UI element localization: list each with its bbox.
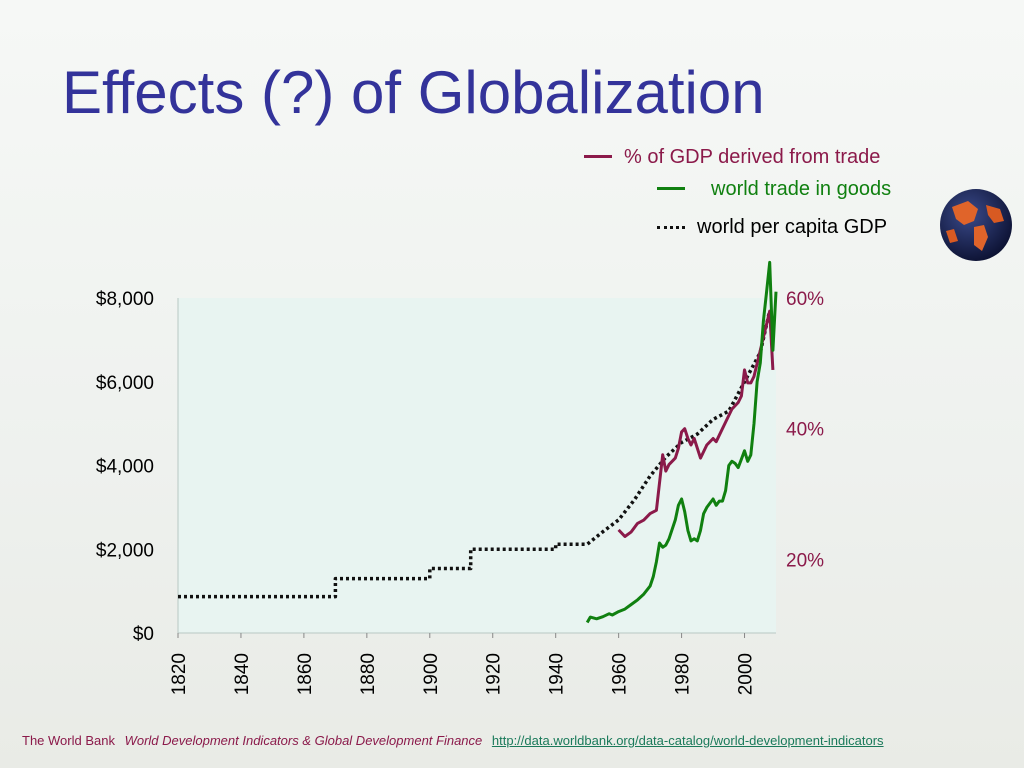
x-tick-label: 1860: [295, 653, 316, 695]
x-tick-label: 1840: [232, 653, 253, 695]
y-tick-label: $2,000: [96, 540, 154, 561]
legend-label-trade-share: % of GDP derived from trade: [624, 146, 881, 168]
legend-swatch-trade-goods: [657, 187, 685, 190]
globe-icon: [940, 189, 1012, 261]
y-right-tick-label: 40%: [786, 420, 824, 441]
x-tick-label: 1920: [484, 653, 505, 695]
x-tick-label: 1820: [169, 653, 190, 695]
legend-swatch-trade-share: [584, 155, 612, 158]
series-line-of-gdp-derived-from-trade: [617, 309, 775, 538]
x-tick-label: 2000: [736, 653, 757, 695]
series-line-world-trade-in-goods: [585, 260, 778, 624]
legend-swatch-per-capita-gdp: [657, 226, 685, 229]
y-tick-label: $8,000: [96, 289, 154, 310]
y-right-tick-label: 20%: [786, 550, 824, 571]
series-line-world-per-capita-gdp: [178, 310, 772, 599]
page-title: Effects (?) of Globalization: [62, 59, 765, 126]
y-right-tick-label: 60%: [786, 289, 824, 310]
legend-label-trade-goods: world trade in goods: [711, 178, 892, 200]
x-tick-label: 1980: [673, 653, 694, 695]
y-tick-label: $0: [133, 624, 154, 645]
x-tick-label: 1900: [421, 653, 442, 695]
footer-link[interactable]: http://data.worldbank.org/data-catalog/w…: [491, 733, 884, 748]
legend-label-per-capita-gdp: world per capita GDP: [697, 216, 888, 238]
x-tick-label: 1880: [358, 653, 379, 695]
footer-source: The World Bank: [22, 733, 115, 748]
y-tick-label: $4,000: [96, 457, 154, 478]
footer-publication: World Development Indicators & Global De…: [124, 733, 483, 748]
x-tick-label: 1940: [547, 653, 568, 695]
plot-area: [178, 298, 776, 633]
source-footer: The World Bank World Development Indicat…: [22, 733, 884, 748]
y-tick-label: $6,000: [96, 373, 154, 394]
x-tick-label: 1960: [610, 653, 631, 695]
